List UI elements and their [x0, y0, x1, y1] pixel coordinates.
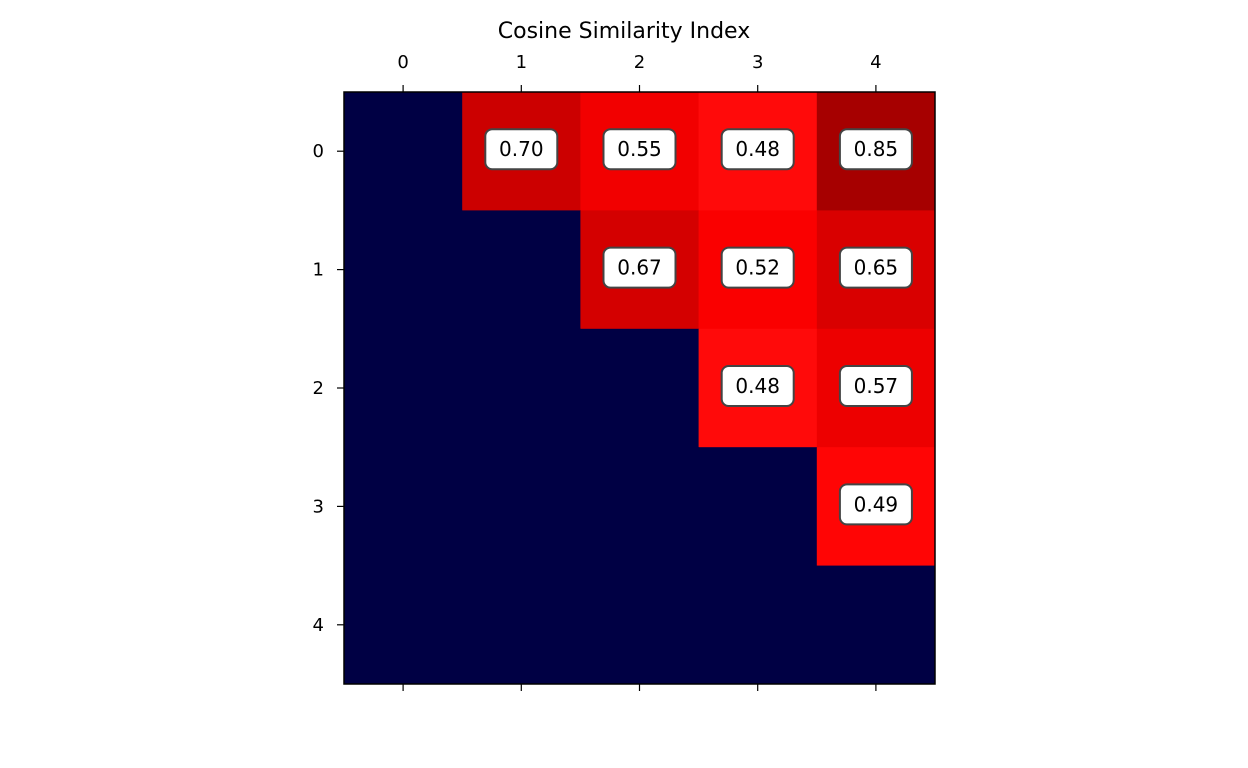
- cell-label-box: [838, 246, 913, 289]
- cell-label-box: [602, 246, 677, 289]
- y-tick-label: 1: [313, 260, 324, 281]
- cell-value-text: 0.65: [854, 256, 899, 280]
- cell-value-label: 0.52: [720, 246, 795, 289]
- x-tick-label: 0: [397, 52, 408, 73]
- cell-value-text: 0.48: [735, 374, 780, 398]
- heatmap-cell-empty: [698, 565, 818, 685]
- cell-value-text: 0.85: [854, 137, 899, 161]
- heatmap-cell-empty: [344, 328, 463, 448]
- cell-value-label: 0.48: [720, 365, 795, 407]
- cell-label-box: [484, 128, 559, 171]
- x-tick-label: 4: [870, 52, 881, 73]
- heatmap-cell-empty: [580, 328, 700, 448]
- cell-value-text: 0.55: [617, 137, 662, 161]
- cell-labels: 0.70 0.55 0.48 0.85 0.67 0.52 0.65 0.48 0.57 0.49: [484, 128, 913, 526]
- heatmap-cells: [344, 92, 936, 685]
- cell-value-text: 0.48: [735, 137, 780, 161]
- y-tick-label: 0: [313, 141, 324, 162]
- x-tick-label: 2: [634, 52, 645, 73]
- cell-label-box: [838, 483, 913, 526]
- cell-label-box: [602, 128, 677, 171]
- y-tick-label: 2: [313, 378, 324, 399]
- cell-label-box: [838, 128, 913, 171]
- cell-value-label: 0.67: [602, 246, 677, 289]
- heatmap-cell-empty: [698, 447, 818, 567]
- cell-label-box: [720, 246, 795, 289]
- cell-value-label: 0.70: [484, 128, 559, 171]
- cell-value-label: 0.85: [838, 128, 913, 171]
- heatmap-cell-empty: [462, 565, 581, 685]
- axis-ticks: 0 1 2 3 4 0 1 2 3 4: [313, 52, 882, 691]
- x-tick-label: 1: [516, 52, 527, 73]
- cell-value-text: 0.67: [617, 256, 662, 280]
- cell-value-label: 0.57: [838, 365, 913, 407]
- heatmap-cell-empty: [344, 92, 463, 211]
- heatmap-cell-empty: [462, 328, 581, 448]
- heatmap-cell-empty: [580, 447, 700, 567]
- cell-value-text: 0.57: [854, 374, 899, 398]
- cell-value-label: 0.55: [602, 128, 677, 171]
- cell-label-box: [720, 365, 795, 407]
- heatmap-cell-empty: [344, 210, 463, 330]
- heatmap-cell-empty: [344, 447, 463, 567]
- cell-value-label: 0.48: [720, 128, 795, 171]
- heatmap-cell-empty: [816, 565, 936, 685]
- cell-value-label: 0.49: [838, 483, 913, 526]
- cell-value-text: 0.52: [735, 256, 780, 280]
- cell-value-text: 0.70: [499, 137, 544, 161]
- cell-label-box: [720, 128, 795, 171]
- x-tick-label: 3: [752, 52, 763, 73]
- heatmap-cell-empty: [580, 565, 700, 685]
- y-tick-label: 4: [313, 615, 324, 636]
- heatmap-cell-empty: [344, 565, 463, 685]
- heatmap-cell-empty: [462, 447, 581, 567]
- cell-value-label: 0.65: [838, 246, 913, 289]
- chart-title: Cosine Similarity Index: [498, 19, 750, 44]
- cell-label-box: [838, 365, 913, 407]
- heatmap-cell-empty: [462, 210, 581, 330]
- y-tick-label: 3: [313, 496, 324, 517]
- cell-value-text: 0.49: [854, 492, 899, 516]
